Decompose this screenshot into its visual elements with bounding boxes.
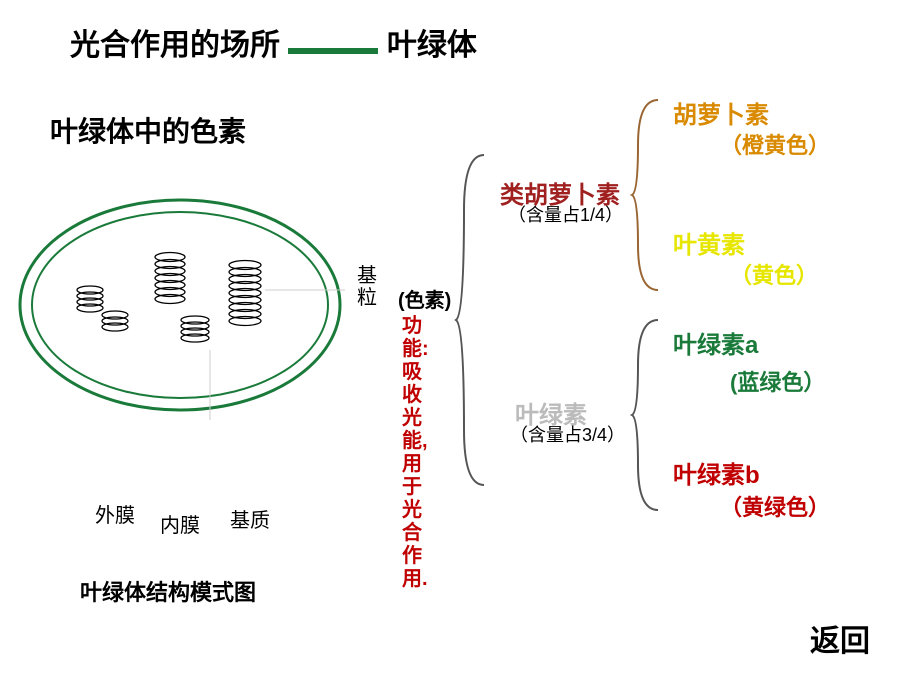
brace-branch1: [630, 95, 666, 295]
brace-main: [454, 150, 494, 490]
subtitle: 叶绿体中的色素: [50, 110, 246, 150]
label-inner-membrane: 内膜: [160, 515, 200, 537]
pigment-root: (色素): [398, 290, 458, 313]
branch1-subtitle: （含量占1/4）: [508, 205, 618, 226]
label-stroma: 基质: [230, 510, 270, 532]
xanthophyll-name: 叶黄素: [673, 225, 745, 260]
diagram-caption: 叶绿体结构模式图: [80, 575, 256, 607]
title-left: 光合作用的场所: [70, 29, 280, 62]
chlorophyll-a-name: 叶绿素a: [673, 325, 758, 360]
title-dash: [288, 48, 378, 54]
label-outer-membrane: 外膜: [95, 505, 135, 527]
carotene-color: （橙黄色）: [720, 128, 830, 160]
page-title: 光合作用的场所 叶绿体: [70, 20, 477, 64]
pigment-function: 功能:吸收光能,用于光合作用.: [402, 315, 432, 591]
chlorophyll-a-color: (蓝绿色）: [730, 365, 825, 397]
carotene-name: 胡萝卜素: [673, 95, 769, 130]
brace-branch2: [630, 315, 666, 515]
outer-membrane-ellipse: [20, 200, 340, 410]
title-right: 叶绿体: [387, 29, 477, 62]
xanthophyll-color: （黄色）: [730, 258, 818, 290]
branch2-subtitle: （含量占3/4）: [510, 425, 620, 446]
return-link[interactable]: 返回: [810, 616, 870, 660]
grana-coils: [77, 253, 261, 343]
chlorophyll-b-color: （黄绿色）: [720, 490, 830, 522]
chloroplast-diagram: [10, 195, 350, 425]
label-grana: 基粒: [355, 265, 379, 309]
inner-membrane-ellipse: [32, 212, 328, 398]
chlorophyll-b-name: 叶绿素b: [673, 455, 760, 490]
